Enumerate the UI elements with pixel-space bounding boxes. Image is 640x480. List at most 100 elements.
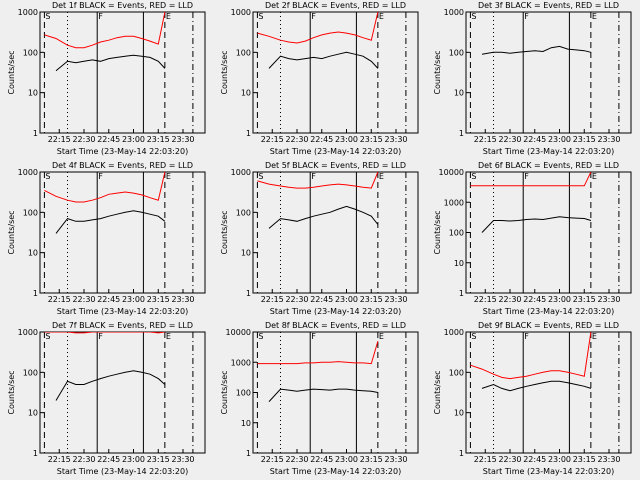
chart-title: Det 5f BLACK = Events, RED = LLD: [265, 161, 406, 170]
x-tick-label: 23:00: [122, 455, 145, 464]
x-tick-label: 22:15: [48, 455, 71, 464]
y-tick-label: 100: [236, 389, 251, 398]
y-tick-label: 100: [449, 368, 464, 377]
x-tick-label: 22:30: [72, 135, 95, 144]
y-tick-label: 10: [241, 249, 251, 258]
series-line: [268, 51, 379, 69]
y-tick-label: 10: [28, 249, 38, 258]
x-tick-label: 22:45: [97, 455, 120, 464]
x-tick-label: 22:30: [285, 455, 308, 464]
marker-label: E: [166, 332, 171, 341]
x-tick-label: 23:30: [171, 455, 194, 464]
marker-label: S: [471, 332, 476, 341]
marker-label: F: [524, 12, 529, 21]
x-tick-label: 23:15: [147, 135, 170, 144]
panel: Det 2f BLACK = Events, RED = LLD Counts/s…: [220, 1, 419, 156]
chart-title: Det 3f BLACK = Events, RED = LLD: [478, 1, 619, 10]
x-tick-label: 23:00: [548, 295, 571, 304]
x-tick-label: 23:30: [597, 455, 620, 464]
series-line: [44, 332, 165, 334]
y-axis-label: Counts/sec: [220, 370, 229, 414]
y-tick-label: 10: [241, 89, 251, 98]
x-tick-label: 22:15: [261, 295, 284, 304]
x-tick-label: 22:30: [498, 135, 521, 144]
panel: Det 6f BLACK = Events, RED = LLD Counts/s…: [433, 161, 632, 316]
x-tick-label: 23:00: [335, 135, 358, 144]
marker-label: F: [524, 172, 529, 181]
chart-title: Det 9f BLACK = Events, RED = LLD: [478, 321, 619, 330]
y-axis-label: Counts/sec: [220, 210, 229, 254]
x-tick-label: 22:30: [498, 455, 521, 464]
marker-label: E: [379, 172, 384, 181]
x-tick-label: 22:15: [48, 295, 71, 304]
y-tick-label: 1000: [444, 198, 464, 207]
x-tick-label: 23:30: [171, 135, 194, 144]
panel: Det 4f BLACK = Events, RED = LLD Counts/s…: [7, 161, 206, 316]
y-tick-label: 1: [33, 129, 38, 138]
marker-label: S: [45, 172, 50, 181]
marker-label: F: [311, 12, 316, 21]
panel: Det 5f BLACK = Events, RED = LLD Counts/s…: [220, 161, 419, 316]
y-tick-label: 1: [459, 449, 464, 458]
x-tick-label: 22:30: [72, 455, 95, 464]
panel: Det 1f BLACK = Events, RED = LLD Counts/s…: [7, 1, 206, 156]
x-tick-label: 22:45: [523, 135, 546, 144]
series-line: [257, 172, 379, 189]
marker-label: F: [311, 172, 316, 181]
x-tick-label: 23:00: [548, 455, 571, 464]
series-line: [470, 172, 592, 187]
series-line: [268, 388, 378, 402]
x-tick-label: 22:15: [474, 455, 497, 464]
series-line: [481, 380, 592, 392]
x-tick-label: 23:15: [573, 295, 596, 304]
y-tick-label: 100: [449, 48, 464, 57]
marker-label: E: [592, 332, 597, 341]
marker-label: S: [258, 172, 263, 181]
y-tick-label: 10: [454, 259, 464, 268]
y-tick-label: 100: [23, 208, 38, 217]
y-tick-label: 10: [454, 409, 464, 418]
marker-label: E: [166, 12, 171, 21]
marker-label: S: [45, 332, 50, 341]
marker-label: E: [379, 12, 384, 21]
x-axis-label: Start Time (23-May-14 22:03:20): [483, 147, 614, 156]
series-line: [470, 332, 592, 380]
x-tick-label: 22:15: [261, 455, 284, 464]
chart-title: Det 6f BLACK = Events, RED = LLD: [478, 161, 619, 170]
x-tick-label: 23:15: [360, 455, 383, 464]
x-axis-label: Start Time (23-May-14 22:03:20): [57, 147, 188, 156]
series-line: [481, 216, 592, 233]
y-tick-label: 1: [33, 449, 38, 458]
chart-title: Det 4f BLACK = Events, RED = LLD: [52, 161, 193, 170]
plot-frame: [465, 171, 632, 294]
y-axis-label: Counts/sec: [7, 50, 16, 94]
chart-title: Det 7f BLACK = Events, RED = LLD: [52, 321, 193, 330]
plot-frame: [465, 11, 632, 134]
x-tick-label: 22:30: [72, 295, 95, 304]
x-tick-label: 22:45: [310, 455, 333, 464]
x-tick-label: 22:30: [498, 295, 521, 304]
series-line: [44, 12, 166, 49]
x-tick-label: 23:15: [573, 455, 596, 464]
x-tick-label: 23:00: [335, 455, 358, 464]
marker-label: E: [592, 172, 597, 181]
series-line: [257, 12, 379, 44]
x-tick-label: 23:30: [597, 295, 620, 304]
x-tick-label: 23:00: [122, 135, 145, 144]
y-tick-label: 1000: [231, 358, 251, 367]
series-line: [55, 210, 166, 234]
x-tick-label: 23:15: [147, 455, 170, 464]
panel: Det 7f BLACK = Events, RED = LLD Counts/s…: [7, 321, 206, 476]
x-tick-label: 23:15: [360, 295, 383, 304]
y-tick-label: 1000: [231, 168, 251, 177]
x-tick-label: 22:15: [261, 135, 284, 144]
y-tick-label: 100: [23, 48, 38, 57]
y-tick-label: 10: [241, 419, 251, 428]
y-tick-label: 10000: [226, 328, 251, 337]
marker-label: F: [98, 332, 103, 341]
y-tick-label: 1: [459, 289, 464, 298]
x-axis-label: Start Time (23-May-14 22:03:20): [270, 147, 401, 156]
x-tick-label: 23:15: [360, 135, 383, 144]
x-tick-label: 22:45: [97, 135, 120, 144]
y-axis-label: Counts/sec: [433, 370, 442, 414]
